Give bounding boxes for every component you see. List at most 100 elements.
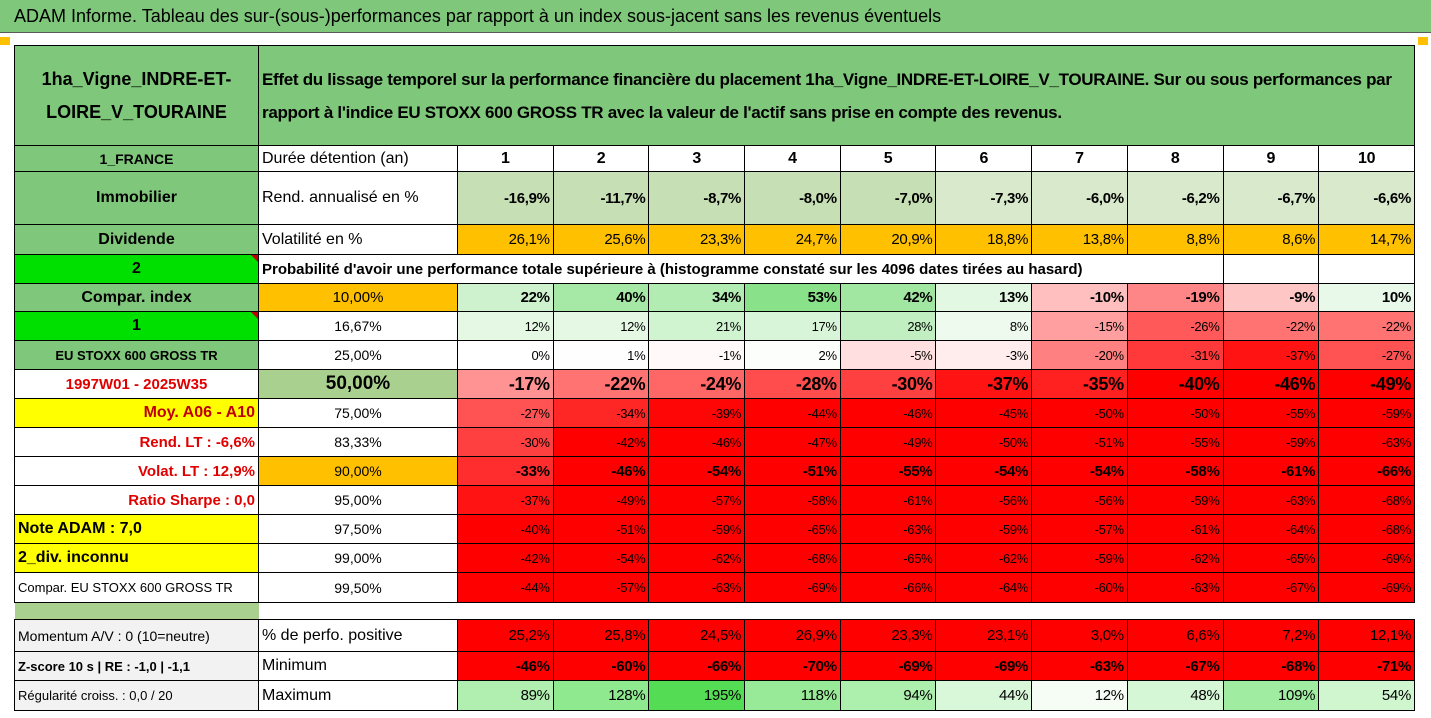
year-header: 4 xyxy=(744,145,841,172)
row-sublabel: 50,00% xyxy=(258,369,458,399)
value-cell: 23,1% xyxy=(935,619,1033,652)
row-label: 1 xyxy=(14,311,259,341)
row-sublabel: 83,33% xyxy=(258,427,458,457)
year-header: 10 xyxy=(1318,145,1415,172)
value-cell: -59% xyxy=(1031,543,1128,573)
table-row: Régularité croiss. : 0,0 / 20 Maximum 89% 1… xyxy=(14,680,1415,711)
table-row: 1_FRANCE Durée détention (an) 1 2 3 4 5 6 7 8 9 10 xyxy=(14,145,1415,172)
value-cell: 109% xyxy=(1222,680,1320,711)
value-cell: -46% xyxy=(839,398,937,428)
table-row: Compar. EU STOXX 600 GROSS TR 99,50% -44% -… xyxy=(14,572,1415,603)
table-row: Dividende Volatilité en % 26,1% 25,6% 23,3% 2… xyxy=(14,224,1415,255)
value-cell: 89% xyxy=(457,680,554,711)
value-cell: 8% xyxy=(935,311,1033,341)
value-cell: -65% xyxy=(839,543,937,573)
value-cell: -64% xyxy=(935,572,1033,603)
value-cell: -47% xyxy=(744,427,841,457)
row-label: Moy. A06 - A10 xyxy=(14,398,259,428)
value-cell: -44% xyxy=(744,398,841,428)
year-header: 1 xyxy=(457,145,554,172)
value-cell: -30% xyxy=(457,427,554,457)
value-cell: 13% xyxy=(935,283,1033,312)
table-row: Note ADAM : 7,0 97,50% -40% -51% -59% -65% -63… xyxy=(14,514,1415,544)
value-cell: -66% xyxy=(648,651,746,681)
row-sublabel: 90,00% xyxy=(258,456,458,486)
table-row: 1997W01 - 2025W35 50,00% -17% -22% -24% -28% -… xyxy=(14,369,1415,399)
row-sublabel: 99,50% xyxy=(258,572,458,603)
value-cell: 18,8% xyxy=(935,224,1033,255)
year-header: 9 xyxy=(1222,145,1320,172)
value-cell: -6,2% xyxy=(1126,171,1224,225)
value-cell: -46% xyxy=(457,651,554,681)
value-cell: -7,3% xyxy=(935,171,1033,225)
value-cell: 25,2% xyxy=(457,619,554,652)
table-row: EU STOXX 600 GROSS TR 25,00% 0% 1% -1% 2% -5% -… xyxy=(14,340,1415,370)
value-cell: 54% xyxy=(1318,680,1415,711)
value-cell: -3% xyxy=(935,340,1033,370)
value-cell: 28% xyxy=(839,311,937,341)
value-cell: -49% xyxy=(839,427,937,457)
value-cell: -67% xyxy=(1126,651,1224,681)
value-cell: -10% xyxy=(1031,283,1128,312)
value-cell: -61% xyxy=(1222,456,1320,486)
row-sublabel: Volatilité en % xyxy=(258,224,458,255)
value-cell: -55% xyxy=(839,456,937,486)
table-row: 2 Probabilité d'avoir une performance tot… xyxy=(14,254,1415,284)
value-cell: -68% xyxy=(1318,514,1415,544)
row-label: 1_FRANCE xyxy=(14,145,259,172)
value-cell: 8,6% xyxy=(1222,224,1320,255)
spacer xyxy=(14,602,259,620)
value-cell: 44% xyxy=(935,680,1033,711)
value-cell: 12% xyxy=(552,311,650,341)
value-cell: -50% xyxy=(935,427,1033,457)
value-cell: 21% xyxy=(648,311,746,341)
year-header: 7 xyxy=(1031,145,1128,172)
value-cell: -8,7% xyxy=(648,171,746,225)
value-cell: 7,2% xyxy=(1222,619,1320,652)
value-cell: -46% xyxy=(1222,369,1320,399)
value-cell: 17% xyxy=(744,311,841,341)
value-cell: -49% xyxy=(552,485,650,515)
year-header: 5 xyxy=(839,145,937,172)
value-cell: -9% xyxy=(1222,283,1320,312)
value-cell: -42% xyxy=(552,427,650,457)
value-cell: -66% xyxy=(839,572,937,603)
value-cell: -63% xyxy=(1318,427,1415,457)
value-cell: -28% xyxy=(744,369,841,399)
value-cell: -63% xyxy=(1222,485,1320,515)
value-cell: -56% xyxy=(935,485,1033,515)
table-row: Ratio Sharpe : 0,0 95,00% -37% -49% -57% -58%… xyxy=(14,485,1415,515)
value-cell: -16,9% xyxy=(457,171,554,225)
table-row: Moy. A06 - A10 75,00% -27% -34% -39% -44% -46%… xyxy=(14,398,1415,428)
value-cell: -63% xyxy=(1126,572,1224,603)
asset-name: 1ha_Vigne_INDRE-ET-LOIRE_V_TOURAINE xyxy=(14,45,259,146)
value-cell: -56% xyxy=(1031,485,1128,515)
value-cell: -51% xyxy=(552,514,650,544)
value-cell: -37% xyxy=(935,369,1033,399)
value-cell: -54% xyxy=(1031,456,1128,486)
value-cell: -60% xyxy=(552,651,650,681)
row-label: Immobilier xyxy=(14,171,259,225)
value-cell: -17% xyxy=(457,369,554,399)
value-cell: -37% xyxy=(457,485,554,515)
value-cell: -34% xyxy=(552,398,650,428)
table-row: Rend. LT : -6,6% 83,33% -30% -42% -46% -47% -4… xyxy=(14,427,1415,457)
value-cell: -27% xyxy=(457,398,554,428)
value-cell: -42% xyxy=(457,543,554,573)
description: Effet du lissage temporel sur la perform… xyxy=(258,45,1415,146)
row-sublabel: Durée détention (an) xyxy=(258,145,458,172)
value-cell: -46% xyxy=(552,456,650,486)
value-cell: -59% xyxy=(1126,485,1224,515)
value-cell: -58% xyxy=(744,485,841,515)
value-cell: -55% xyxy=(1222,398,1320,428)
value-cell: -57% xyxy=(648,485,746,515)
value-cell: 12% xyxy=(457,311,554,341)
value-cell: -6,6% xyxy=(1318,171,1415,225)
value-cell: 0% xyxy=(457,340,554,370)
value-cell: 24,5% xyxy=(648,619,746,652)
value-cell: -44% xyxy=(457,572,554,603)
value-cell: -24% xyxy=(648,369,746,399)
value-cell: 48% xyxy=(1126,680,1224,711)
value-cell: -20% xyxy=(1031,340,1128,370)
